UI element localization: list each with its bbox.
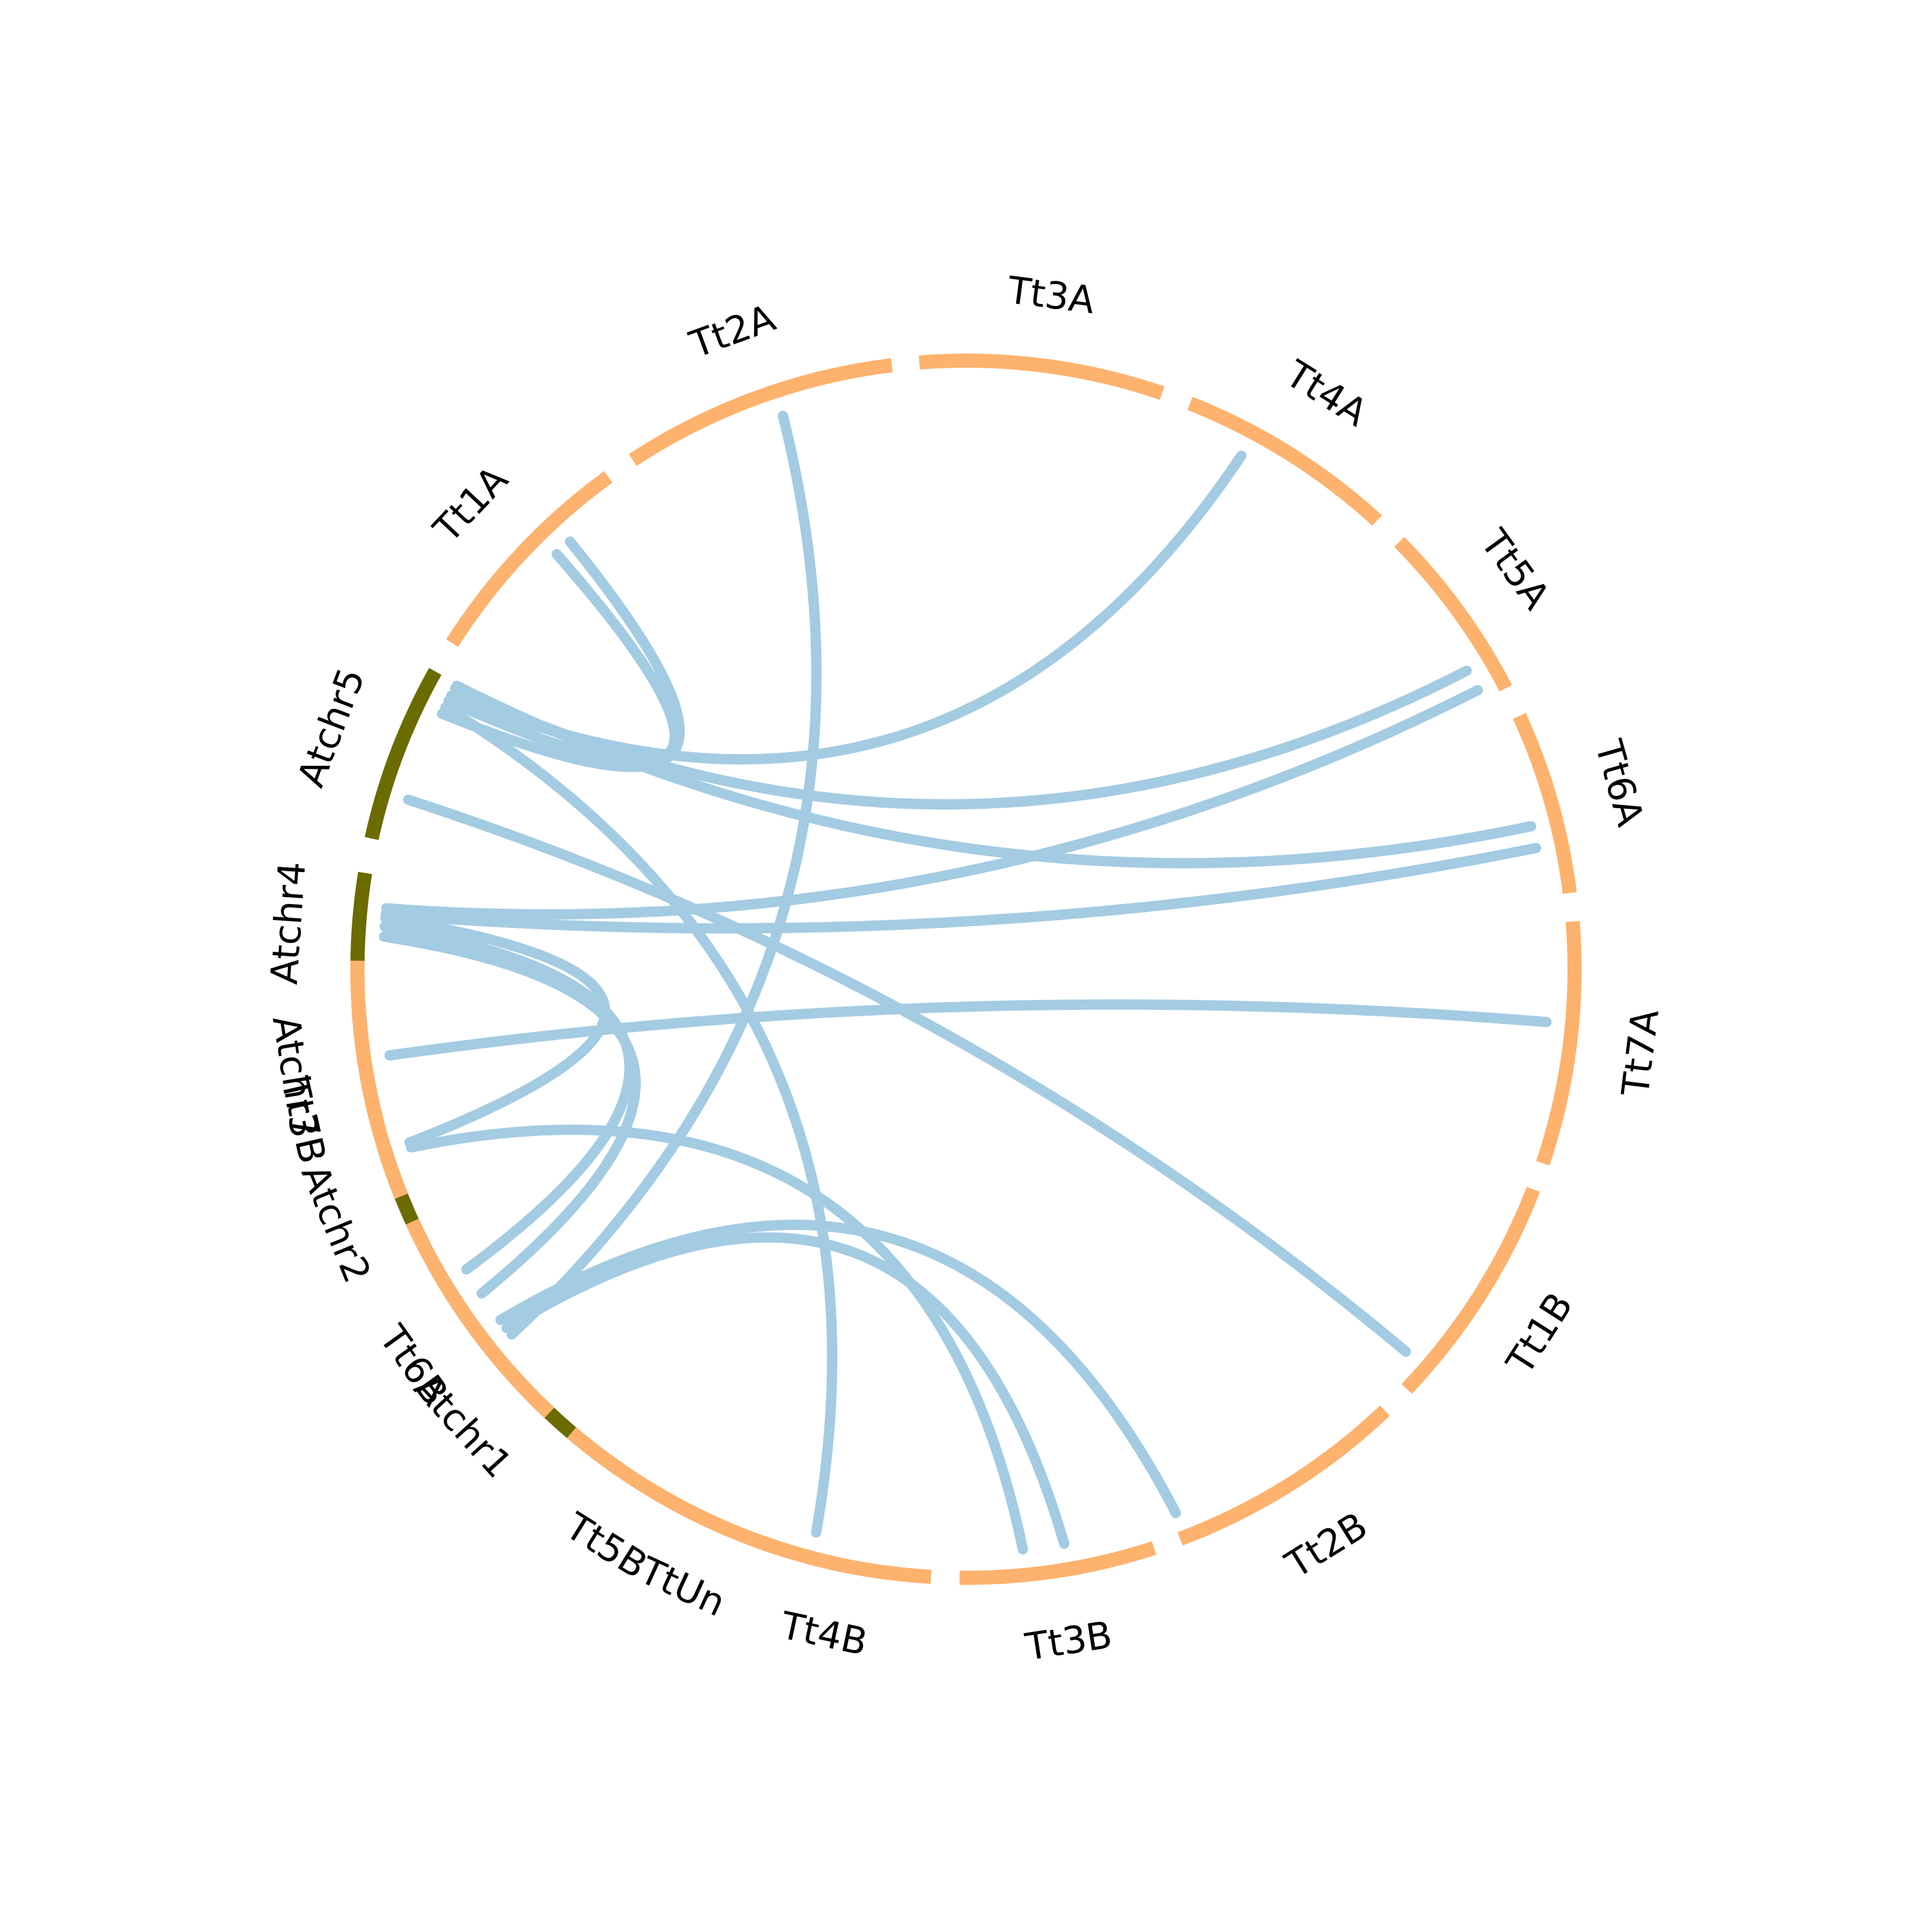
chromosome-labels: TtUnAtchr1Atchr2Atchr3Atchr4Atchr5Tt1ATt… bbox=[262, 268, 1667, 1669]
label-atchr2: Atchr2 bbox=[293, 1159, 380, 1289]
ring-segment-tt5a bbox=[1394, 536, 1512, 692]
label-tt5a: Tt5A bbox=[1472, 521, 1558, 618]
label-tt2a: Tt2A bbox=[684, 296, 781, 367]
link-atchr4-tt7b bbox=[380, 913, 611, 1148]
label-atchr5: Atchr5 bbox=[289, 662, 373, 793]
link-atchr5-tt5a bbox=[450, 665, 1472, 810]
link-atchr5-tt1b bbox=[403, 794, 1412, 1357]
link-atchr2-tt3b bbox=[406, 1124, 1028, 1555]
label-tt4b: Tt4B bbox=[777, 1603, 871, 1664]
ring-segment-tt5b bbox=[567, 1427, 726, 1534]
ring-segment-tt7b bbox=[352, 1009, 408, 1199]
ring-segment-tt2b bbox=[1177, 1405, 1390, 1546]
ring-segment-tt6b bbox=[406, 1218, 554, 1418]
label-tt3a: Tt3A bbox=[1005, 268, 1097, 323]
ring-segment-tt3a bbox=[918, 354, 1165, 400]
ring-segment-tt1b bbox=[1401, 1186, 1540, 1394]
label-tt6a: Tt6A bbox=[1586, 735, 1653, 831]
label-tt1a: Tt1A bbox=[424, 457, 516, 551]
ring-segment-tt6a bbox=[1513, 713, 1577, 894]
link-atchr3-tt7a bbox=[384, 999, 1552, 1061]
label-tt7b: Tt7B bbox=[272, 1072, 335, 1168]
label-tt3b: Tt3B bbox=[1022, 1613, 1115, 1669]
ring-segment-tt2a bbox=[629, 358, 893, 466]
link-atchr4-tt5a bbox=[381, 685, 1483, 920]
ring-segment-atchr5 bbox=[365, 668, 442, 840]
link-atchr1-tt2a bbox=[506, 410, 822, 1340]
chromosome-ring bbox=[350, 354, 1582, 1585]
ring-segment-tt7a bbox=[1536, 920, 1582, 1166]
links-layer bbox=[379, 410, 1552, 1555]
link-atchr5-tt6a bbox=[451, 680, 1537, 869]
link-atchr4-tt6a bbox=[381, 842, 1542, 934]
label-atchr4: Atchr4 bbox=[262, 860, 314, 986]
link-atchr1-tt3b bbox=[501, 1232, 1070, 1549]
ring-segment-tt1a bbox=[446, 471, 613, 647]
label-tt7a: Tt7A bbox=[1613, 1007, 1667, 1099]
ring-segment-tt3b bbox=[959, 1541, 1157, 1585]
ring-segment-tt4a bbox=[1187, 397, 1382, 526]
link-atchr4-tt6b bbox=[379, 921, 635, 1275]
label-tt4a: Tt4A bbox=[1278, 352, 1375, 435]
label-tt1b: Tt1B bbox=[1497, 1285, 1581, 1382]
ring-segment-ttunb bbox=[350, 960, 366, 1012]
label-tt2b: Tt2B bbox=[1278, 1504, 1375, 1587]
link-atchr5-tt4b bbox=[440, 702, 838, 1538]
ring-segment-tt4b bbox=[747, 1531, 932, 1584]
link-atchr1-tt2b bbox=[495, 1219, 1181, 1519]
